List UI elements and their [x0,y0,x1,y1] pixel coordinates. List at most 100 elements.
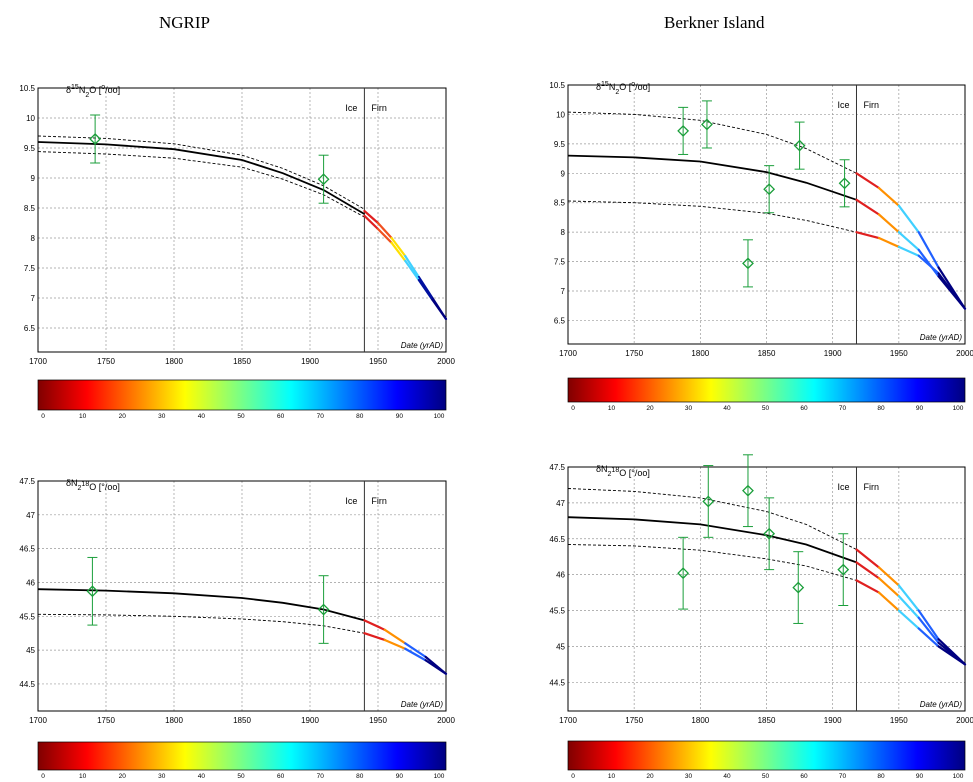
colorbar-tick-label: 90 [916,405,924,412]
colorbar-tick-label: 50 [762,405,770,412]
x-tick-label: 1800 [165,716,183,725]
y-label-sup: 15 [71,84,79,91]
y-tick-label: 46.5 [19,545,35,554]
colorbar-tick-label: 50 [237,773,245,780]
x-tick-label: 1700 [559,716,577,725]
data-point [317,154,330,204]
x-tick-label: 1700 [29,357,47,366]
firn-curve-segment [417,275,434,300]
firn-curve-segment [376,221,393,240]
data-point [702,465,715,538]
y-tick-label: 46 [556,571,565,580]
colorbar [567,377,966,403]
colorbar-tick-label: 70 [317,413,325,420]
colorbar-tick-label: 0 [571,773,575,780]
firn-curve-segment [417,278,434,301]
y-tick-label: 6.5 [554,316,566,325]
y-axis-label: δ15N2O [o/oo] [596,81,650,96]
data-point [701,100,713,149]
firn-curve-segment [424,659,448,675]
y-tick-label: 47 [556,499,565,508]
firn-curve-segment [390,241,407,262]
x-axis-label: Date (yrAD) [920,700,963,709]
firn-curve-segment [404,254,420,279]
data-point [763,497,776,571]
data-point [793,121,806,170]
data-point [742,239,754,288]
lower-envelope-line [567,544,857,581]
data-point [763,165,776,214]
x-tick-label: 1800 [165,357,183,366]
colorbar-tick-label: 10 [79,773,87,780]
diamond-marker [837,563,850,576]
data-point [317,575,330,644]
colorbar-tick-label: 40 [723,405,731,412]
colorbar [37,741,447,771]
firn-curve-segment [855,231,881,240]
y-tick-label: 45.5 [549,607,565,616]
colorbar-tick-label: 30 [685,405,693,412]
diamond-marker [701,118,713,131]
firn-curve-segment [383,628,407,645]
y-tick-label: 46.5 [549,535,565,544]
y-tick-label: 9.5 [24,144,36,153]
firn-curve-segment [897,204,920,234]
firn-curve-segment [363,619,386,631]
y-label-part: δ [596,464,601,474]
upper-envelope-line [567,488,857,550]
x-tick-label: 1950 [369,716,387,725]
ngrip-title: NGRIP [159,13,211,32]
firn-curve-segment [376,227,393,244]
y-label-part: O [°/oo] [619,468,650,478]
plot-frame [567,84,966,345]
diamond-marker [86,585,99,598]
model-line [567,516,857,564]
y-tick-label: 8 [31,234,36,243]
model-line [567,154,857,201]
y-tick-label: 7 [31,294,36,303]
firn-curve-segment [363,632,386,642]
y-tick-label: 47.5 [549,463,565,472]
y-label-part: /oo] [105,85,120,95]
plot-frame [37,480,447,712]
colorbar-tick-label: 20 [119,413,127,420]
data-point [86,556,99,626]
x-axis-label: Date (yrAD) [920,333,963,342]
firn-curve-segment [877,213,900,234]
y-tick-label: 8.5 [24,204,36,213]
x-axis-label: Date (yrAD) [401,700,444,709]
colorbar-tick-label: 10 [79,413,87,420]
colorbar-tick-label: 70 [317,773,325,780]
colorbar-tick-label: 20 [119,773,127,780]
colorbar-tick-label: 20 [646,405,654,412]
data-point [792,551,805,624]
firn-curve-segment [855,198,881,216]
colorbar-tick-label: 80 [877,405,885,412]
y-label-part: δ [66,85,71,95]
y-tick-label: 45 [26,646,35,655]
y-tick-label: 10 [556,110,565,119]
x-tick-label: 1750 [97,716,115,725]
y-label-sub: 2 [78,485,82,492]
plot-area [38,481,446,711]
y-label-part: δ [596,82,601,92]
y-tick-label: 9 [31,174,36,183]
colorbar-tick-label: 80 [356,773,364,780]
firn-curve-segment [917,627,940,648]
diamond-marker [317,603,330,616]
y-tick-label: 45.5 [19,612,35,621]
firn-curve-segment [431,298,448,321]
y-label-part: N [79,85,86,95]
data-point [837,533,850,607]
colorbar-tick-label: 100 [953,405,964,412]
y-label-part: N [71,478,78,488]
firn-label: Firn [863,482,879,492]
colorbar [37,379,447,411]
colorbar-tick-label: 60 [277,773,285,780]
y-tick-label: 44.5 [549,678,565,687]
plot-frame [37,87,447,353]
firn-curve-segment [404,259,420,282]
x-tick-label: 1800 [691,349,709,358]
data-point [742,454,754,528]
x-tick-label: 1850 [758,716,776,725]
